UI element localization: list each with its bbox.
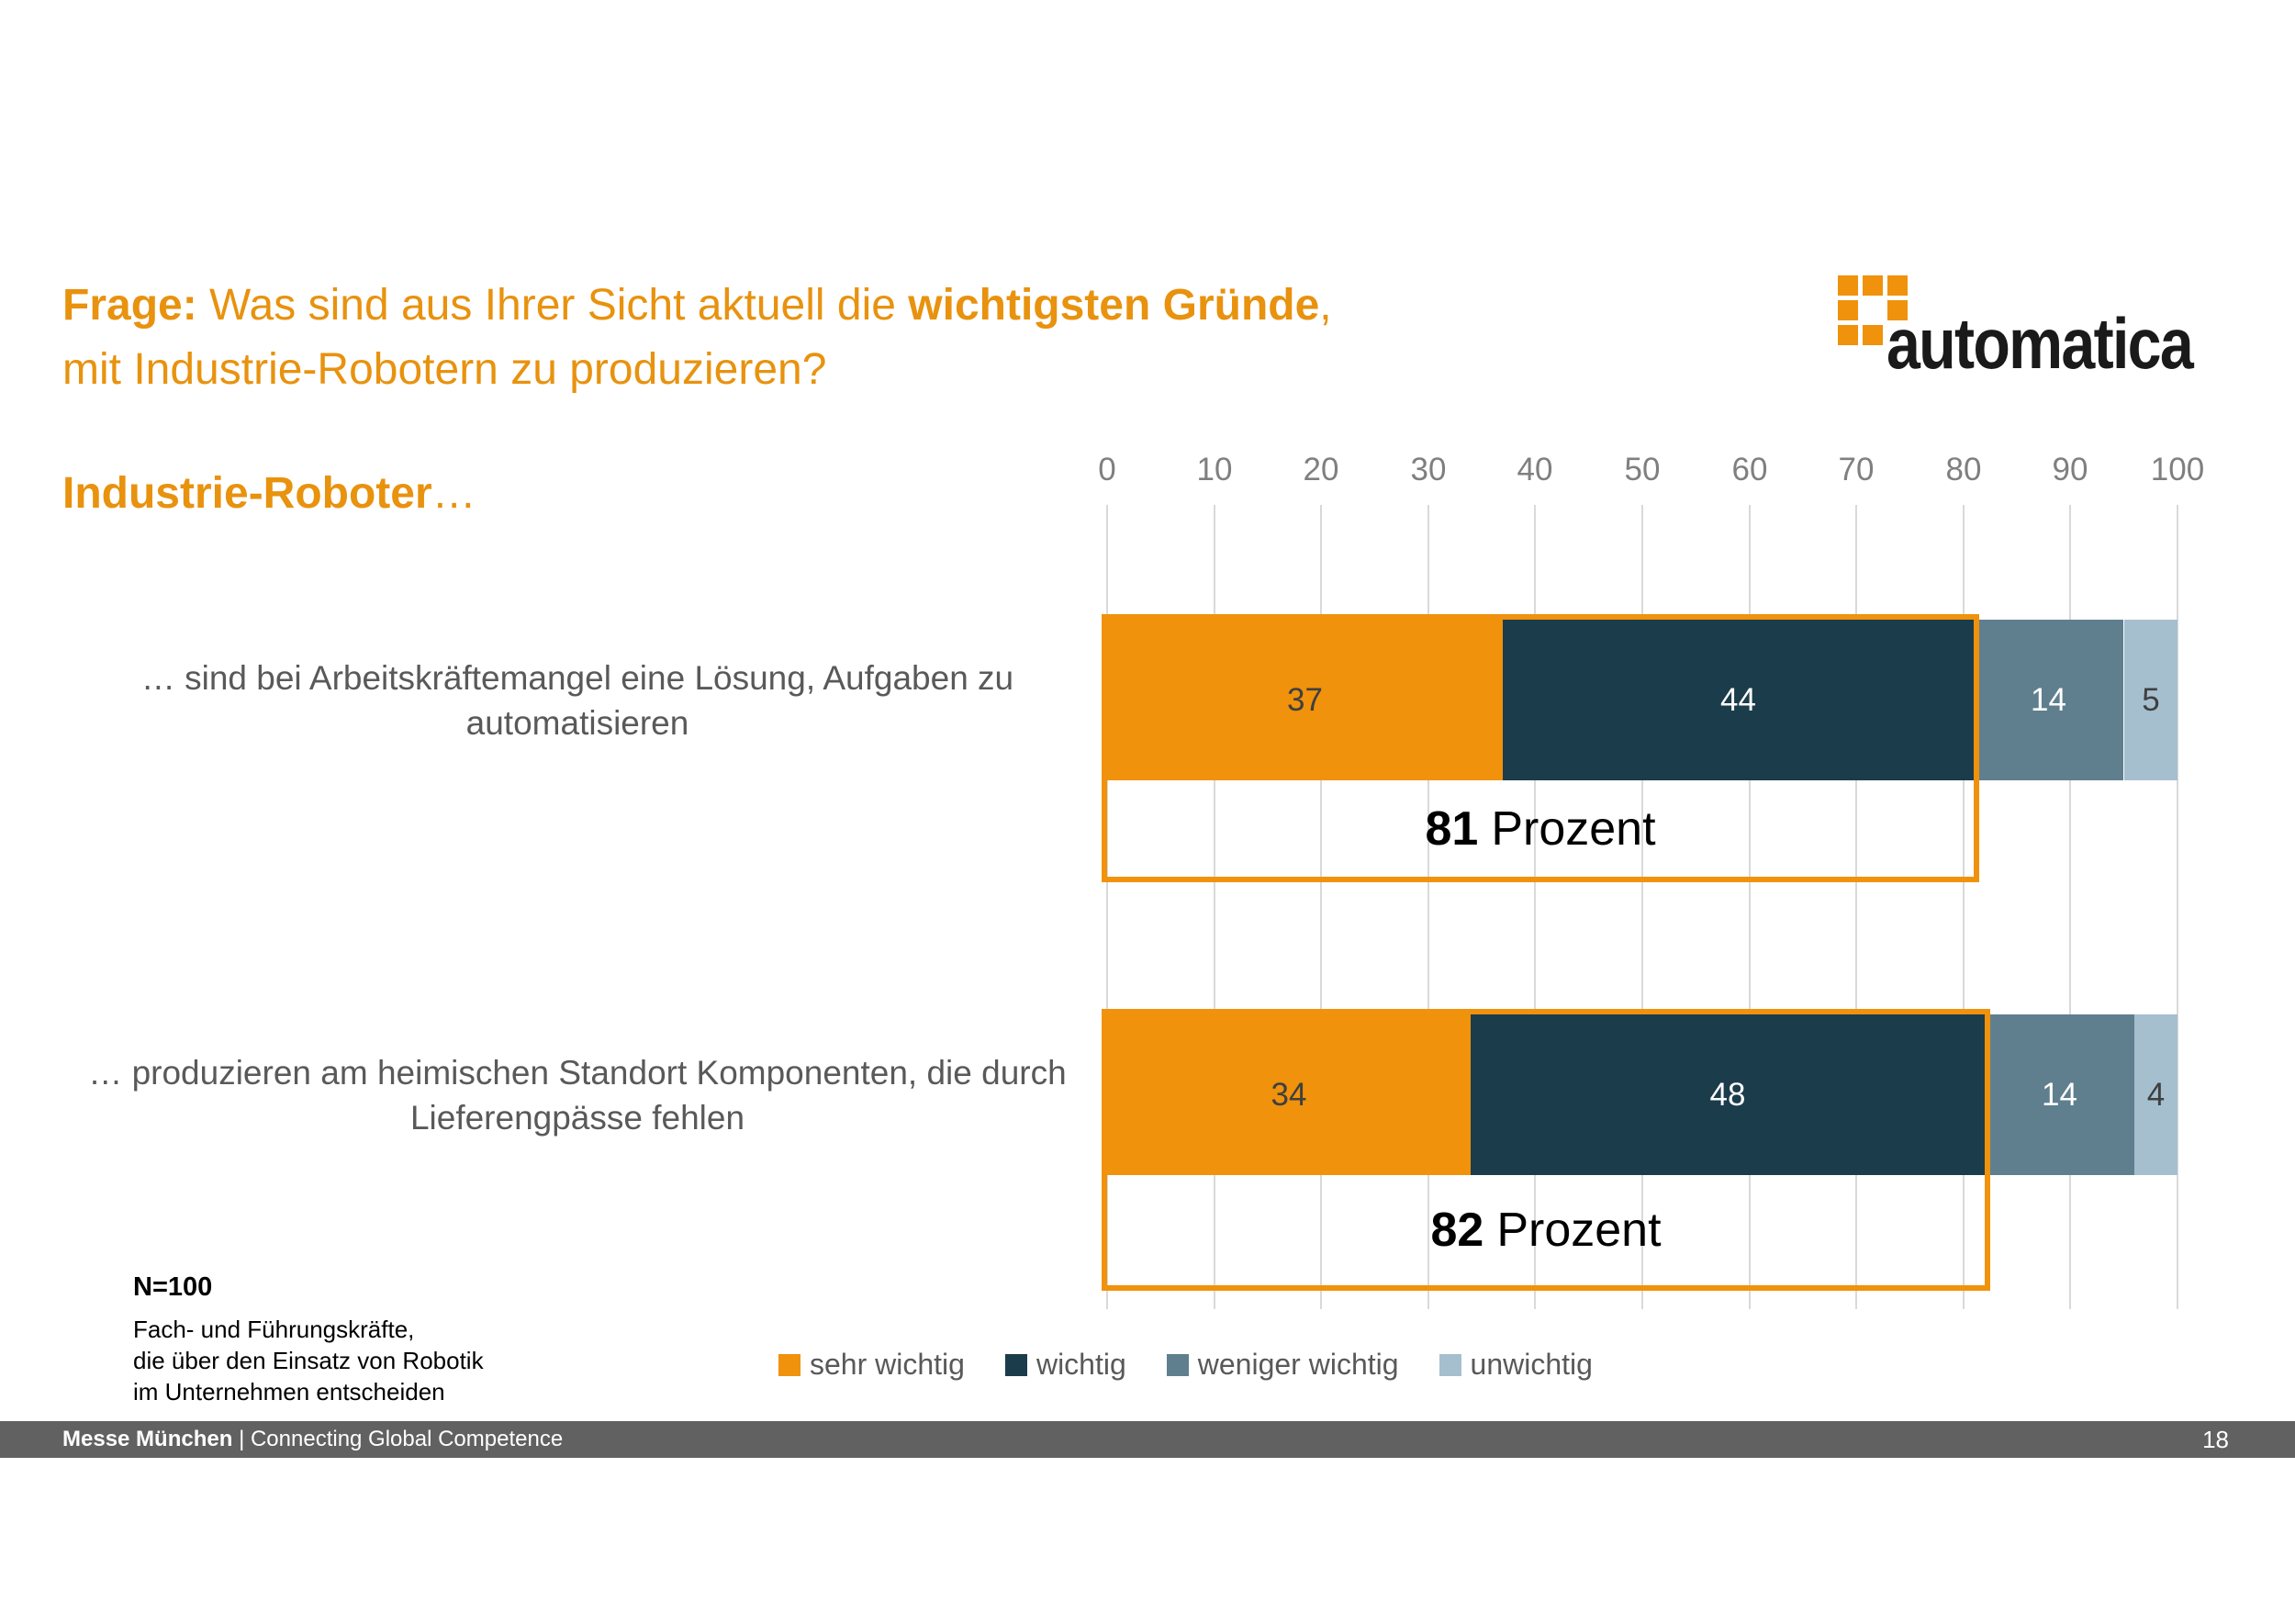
percent-suffix: Prozent: [1496, 1204, 1662, 1257]
sample-size: N=100: [133, 1272, 213, 1302]
x-axis-tick-label: 80: [1945, 452, 1982, 487]
category-label: … produzieren am heimischen Standort Kom…: [88, 1053, 1067, 1137]
logo-square-icon: [1863, 275, 1883, 296]
chart-heading-ellipsis: …: [431, 469, 476, 518]
highlight-outline: [1102, 1009, 1990, 1291]
chart-heading-bold: Industrie-Roboter: [62, 469, 432, 518]
legend-label: sehr wichtig: [810, 1348, 965, 1381]
legend-item: unwichtig: [1439, 1348, 1593, 1382]
bar-segment-sehr-wichtig: 34: [1107, 1014, 1471, 1175]
logo-square-icon: [1863, 325, 1883, 345]
highlight-outline: [1102, 614, 1979, 882]
gridline: [1749, 505, 1751, 1309]
legend-item: wichtig: [1004, 1348, 1126, 1382]
percent-value: 81: [1425, 801, 1479, 856]
footer-tagline: Connecting Global Competence: [250, 1427, 564, 1451]
slide-title-line1: Frage: Was sind aus Ihrer Sicht aktuell …: [62, 274, 1332, 338]
x-axis-tick-label: 90: [2052, 452, 2088, 487]
legend-item: weniger wichtig: [1166, 1348, 1399, 1382]
automatica-logo: automatica: [1838, 275, 2260, 395]
category-label: … sind bei Arbeitskräftemangel eine Lösu…: [140, 658, 1014, 742]
x-axis-tick-label: 10: [1196, 452, 1233, 487]
chart-heading: Industrie-Roboter…: [62, 468, 476, 519]
percent-suffix: Prozent: [1491, 801, 1656, 856]
x-axis-tick-label: 0: [1098, 452, 1116, 487]
title-part-middle: Was sind aus Ihrer Sicht aktuell die: [209, 281, 909, 330]
gridline: [1214, 505, 1215, 1309]
bar-segment-sehr-wichtig: 37: [1107, 620, 1503, 780]
sample-note-line: die über den Einsatz von Robotik: [133, 1347, 484, 1374]
bar-segment-weniger-wichtig: 14: [1985, 1014, 2134, 1175]
gridline: [1427, 505, 1429, 1309]
logo-square-icon: [1838, 325, 1858, 345]
logo-wordmark: automatica: [1886, 303, 2194, 384]
legend-label: wichtig: [1036, 1348, 1126, 1381]
gridline: [1963, 505, 1965, 1309]
legend-label: weniger wichtig: [1197, 1348, 1399, 1381]
title-part-emphasis: wichtigsten Gründe: [908, 281, 1320, 330]
page-number: 18: [2202, 1425, 2229, 1453]
logo-squares-icon: [1838, 275, 1908, 345]
bar-segment-wichtig: 48: [1471, 1014, 1985, 1175]
sample-note: N=100 Fach- und Führungskräfte, die über…: [133, 1272, 484, 1407]
gridline: [2069, 505, 2071, 1309]
percent-annotation: 81 Prozent: [1107, 780, 1974, 877]
footer-text: Messe München | Connecting Global Compet…: [62, 1427, 563, 1452]
gridline: [1106, 505, 1108, 1309]
slide-title: Frage: Was sind aus Ihrer Sicht aktuell …: [62, 274, 1332, 402]
x-axis-tick-label: 60: [1731, 452, 1768, 487]
logo-square-icon: [1887, 275, 1908, 296]
gridline: [1320, 505, 1322, 1309]
sample-note-line: im Unternehmen entscheiden: [133, 1378, 445, 1406]
gridline: [1534, 505, 1536, 1309]
x-axis-tick-label: 50: [1624, 452, 1661, 487]
x-axis-tick-label: 30: [1410, 452, 1447, 487]
x-axis-tick-label: 40: [1517, 452, 1553, 487]
footer-brand: Messe München: [62, 1427, 233, 1451]
bar-segment-unwichtig: 4: [2134, 1014, 2177, 1175]
legend-swatch-icon: [778, 1353, 800, 1376]
legend-swatch-icon: [1166, 1353, 1189, 1376]
legend-swatch-icon: [1439, 1353, 1461, 1376]
x-axis-tick-label: 20: [1303, 452, 1339, 487]
logo-square-icon: [1838, 275, 1858, 296]
chart-legend: sehr wichtig wichtig weniger wichtig unwich…: [778, 1348, 1593, 1382]
footer-bar: Messe München | Connecting Global Compet…: [0, 1421, 2295, 1458]
logo-square-icon: [1887, 300, 1908, 320]
footer-separator: |: [239, 1427, 245, 1451]
legend-swatch-icon: [1004, 1353, 1027, 1376]
legend-label: unwichtig: [1470, 1348, 1593, 1381]
x-axis-tick-label: 70: [1838, 452, 1875, 487]
logo-square-gap: [1863, 300, 1883, 320]
gridline: [1641, 505, 1643, 1309]
bar-segment-wichtig: 44: [1503, 620, 1974, 780]
sample-note-line: Fach- und Führungskräfte,: [133, 1316, 415, 1343]
title-part-frage: Frage:: [62, 281, 210, 330]
percent-annotation: 82 Prozent: [1107, 1175, 1985, 1285]
gridline: [1855, 505, 1857, 1309]
legend-item: sehr wichtig: [778, 1348, 965, 1382]
title-part-comma: ,: [1319, 281, 1332, 330]
gridline: [2177, 505, 2178, 1309]
logo-square-icon: [1838, 300, 1858, 320]
slide-title-line2: mit Industrie-Robotern zu produzieren?: [62, 345, 827, 394]
bar-segment-unwichtig: 5: [2124, 620, 2177, 780]
percent-value: 82: [1430, 1204, 1484, 1257]
bar-segment-weniger-wichtig: 14: [1974, 620, 2123, 780]
x-axis-tick-label: 100: [2150, 452, 2205, 487]
